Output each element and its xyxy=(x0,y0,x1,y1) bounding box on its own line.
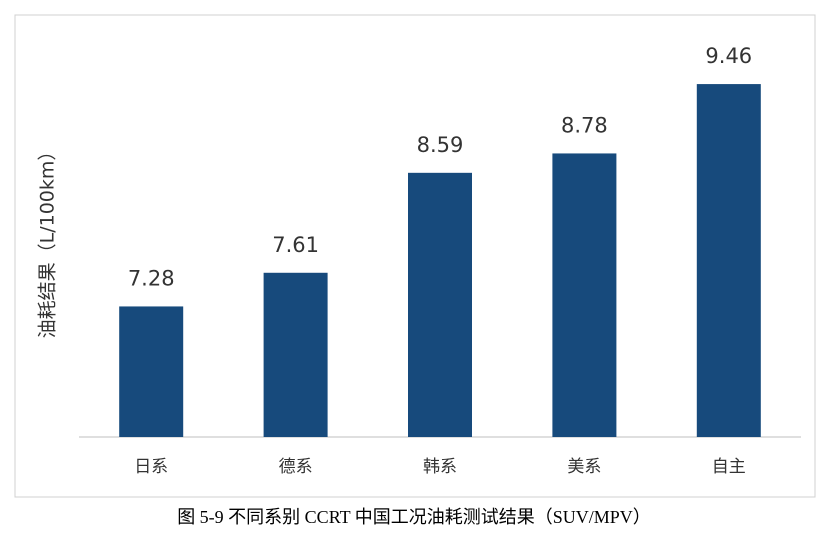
value-label: 9.46 xyxy=(705,44,752,68)
x-tick-label: 自主 xyxy=(712,457,746,477)
bar xyxy=(119,306,184,437)
bar xyxy=(696,84,761,437)
value-label: 7.28 xyxy=(128,266,175,290)
value-label: 8.59 xyxy=(417,133,464,157)
y-axis-label: 油耗结果（L/100km） xyxy=(37,142,59,339)
bar xyxy=(552,153,617,437)
value-label: 7.61 xyxy=(272,233,319,257)
x-tick-label: 韩系 xyxy=(423,457,457,477)
chart-frame xyxy=(14,14,816,498)
bar xyxy=(263,272,328,437)
caption: 图 5-9 不同系别 CCRT 中国工况油耗测试结果（SUV/MPV） xyxy=(177,507,651,527)
x-tick-label: 日系 xyxy=(134,457,168,477)
value-label: 8.78 xyxy=(561,113,608,137)
x-tick-label: 德系 xyxy=(279,457,313,477)
bar xyxy=(408,172,472,437)
x-tick-label: 美系 xyxy=(567,457,601,477)
